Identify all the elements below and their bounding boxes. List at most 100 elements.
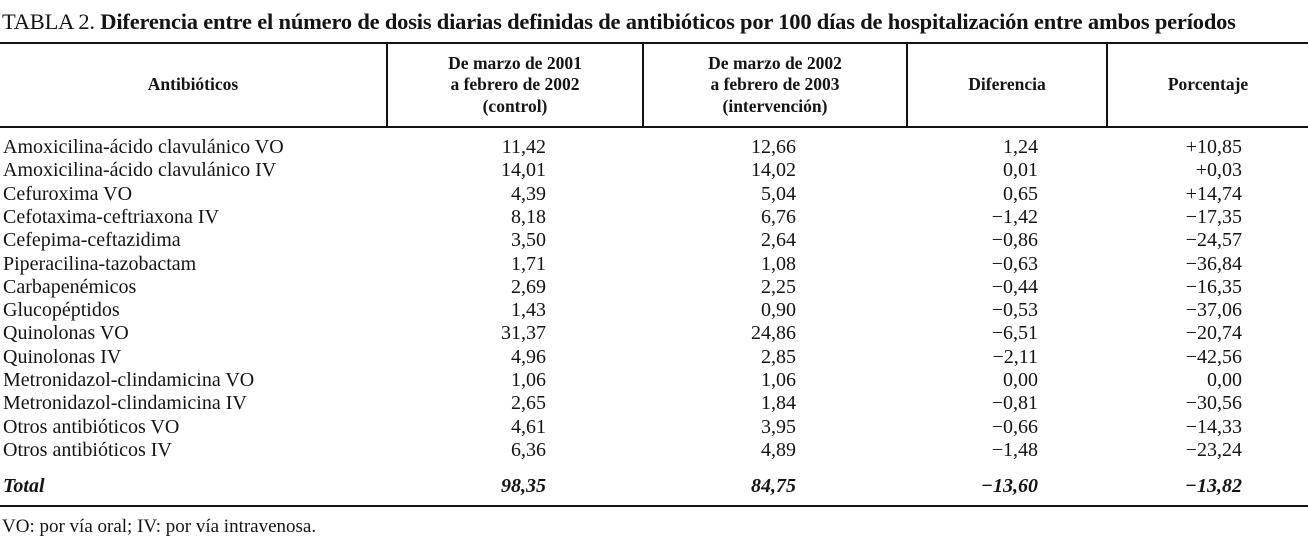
column-header-intervention: De marzo de 2002 a febrero de 2003 (inte… (642, 43, 907, 129)
difference-value-cell: 0,00 (1003, 369, 1038, 391)
table-row: Piperacilina-tazobactam 1,71 1,08 −0,63 … (0, 253, 1308, 276)
percentage-value-cell: −17,35 (1185, 205, 1242, 228)
control-value-cell: 1,06 (511, 369, 546, 391)
difference-value-cell: −2,11 (992, 345, 1038, 368)
antibiotic-name-cell: Metronidazol-clindamicina VO (3, 369, 255, 391)
intervention-value-cell: 4,89 (761, 438, 796, 461)
antibiotic-name-cell: Piperacilina-tazobactam (3, 252, 197, 275)
total-intervention-cell: 84,75 (643, 462, 907, 508)
difference-value-cell: −6,51 (991, 322, 1038, 345)
antibiotic-name-cell: Amoxicilina-ácido clavulánico IV (3, 159, 277, 182)
column-header-difference: Diferencia (906, 43, 1107, 129)
control-value-cell: 1,43 (511, 299, 546, 322)
difference-value-cell: −1,42 (991, 205, 1038, 228)
intervention-value-cell: 1,84 (761, 392, 796, 415)
intervention-value-cell: 2,25 (761, 275, 796, 298)
antibiotic-name-cell: Cefepima-ceftazidima (3, 229, 181, 252)
intervention-value-cell: 24,86 (751, 322, 796, 345)
percentage-value-cell: −16,35 (1185, 275, 1242, 298)
antibiotic-name-cell: Quinolonas VO (3, 322, 129, 345)
intervention-value-cell: 14,02 (751, 159, 796, 182)
control-value-cell: 4,96 (511, 345, 546, 368)
table-row: Amoxicilina-ácido clavulánico IV 14,01 1… (0, 159, 1308, 182)
table-header: Antibióticos De marzo de 2001 a febrero … (0, 43, 1308, 129)
table-row: Otros antibióticos IV 6,36 4,89 −1,48 −2… (0, 439, 1308, 462)
difference-value-cell: −0,63 (991, 252, 1038, 275)
intervention-value-cell: 1,06 (761, 369, 796, 391)
control-value-cell: 2,69 (511, 275, 546, 298)
difference-value-cell: −1,48 (991, 438, 1038, 461)
column-header-percentage: Porcentaje (1106, 43, 1308, 129)
difference-value-cell: 0,65 (1003, 182, 1038, 205)
total-difference-cell: −13,60 (907, 462, 1107, 508)
percentage-value-cell: −24,57 (1185, 229, 1242, 252)
table-row: Carbapenémicos 2,69 2,25 −0,44 −16,35 (0, 276, 1308, 299)
control-value-cell: 4,61 (511, 415, 546, 438)
table-row: Cefuroxima VO 4,39 5,04 0,65 +14,74 (0, 183, 1308, 206)
table-caption-label: TABLA 2. (2, 9, 95, 34)
table-row: Glucopéptidos 1,43 0,90 −0,53 −37,06 (0, 299, 1308, 322)
antibiotic-name-cell: Cefotaxima-ceftriaxona IV (3, 205, 220, 228)
column-header-antibiotics: Antibióticos (0, 43, 387, 129)
table-row: Cefotaxima-ceftriaxona IV 8,18 6,76 −1,4… (0, 206, 1308, 229)
header-row: Antibióticos De marzo de 2001 a febrero … (0, 43, 1308, 129)
intervention-value-cell: 1,08 (761, 252, 796, 275)
percentage-value-cell: −37,06 (1185, 299, 1242, 322)
control-value-cell: 11,42 (501, 136, 546, 159)
antibiotics-table: Antibióticos De marzo de 2001 a febrero … (0, 42, 1308, 508)
antibiotic-name-cell: Otros antibióticos VO (3, 415, 180, 438)
percentage-value-cell: −42,56 (1185, 345, 1242, 368)
control-value-cell: 1,71 (511, 252, 546, 275)
difference-value-cell: −0,44 (991, 275, 1038, 298)
intervention-value-cell: 12,66 (751, 136, 796, 159)
total-row: Total 98,35 84,75 −13,60 −13,82 (0, 462, 1308, 508)
total-control-cell: 98,35 (387, 462, 643, 508)
antibiotic-name-cell: Metronidazol-clindamicina IV (3, 392, 247, 415)
table-row: Quinolonas VO 31,37 24,86 −6,51 −20,74 (0, 322, 1308, 345)
table-body: Amoxicilina-ácido clavulánico VO 11,42 1… (0, 127, 1308, 508)
abbreviations-footnote: VO: por vía oral; IV: por vía intravenos… (2, 516, 317, 537)
difference-value-cell: 1,24 (1003, 136, 1038, 159)
table-row: Amoxicilina-ácido clavulánico VO 11,42 1… (0, 127, 1308, 159)
antibiotic-name-cell: Cefuroxima VO (3, 182, 133, 205)
percentage-value-cell: −20,74 (1185, 322, 1242, 345)
table-caption-text: Diferencia entre el número de dosis diar… (100, 9, 1236, 34)
column-header-control: De marzo de 2001 a febrero de 2002 (cont… (386, 43, 643, 129)
table-row: Metronidazol-clindamicina IV 2,65 1,84 −… (0, 392, 1308, 415)
table-caption: TABLA 2. Diferencia entre el número de d… (0, 0, 1308, 35)
antibiotic-name-cell: Carbapenémicos (3, 275, 137, 298)
control-value-cell: 4,39 (511, 182, 546, 205)
control-value-cell: 8,18 (511, 205, 546, 228)
difference-value-cell: 0,01 (1003, 159, 1038, 182)
difference-value-cell: −0,66 (991, 415, 1038, 438)
percentage-value-cell: −14,33 (1185, 415, 1242, 438)
intervention-value-cell: 5,04 (761, 182, 796, 205)
antibiotic-name-cell: Otros antibióticos IV (3, 438, 172, 461)
control-value-cell: 6,36 (511, 438, 546, 461)
control-value-cell: 2,65 (511, 392, 546, 415)
percentage-value-cell: −36,84 (1185, 252, 1242, 275)
antibiotic-name-cell: Amoxicilina-ácido clavulánico VO (3, 136, 284, 159)
intervention-value-cell: 6,76 (761, 205, 796, 228)
table-row: Cefepima-ceftazidima 3,50 2,64 −0,86 −24… (0, 229, 1308, 252)
percentage-value-cell: +10,85 (1185, 136, 1242, 159)
control-value-cell: 31,37 (501, 322, 546, 345)
difference-value-cell: −0,81 (991, 392, 1038, 415)
percentage-value-cell: 0,00 (1207, 369, 1242, 391)
control-value-cell: 3,50 (511, 229, 546, 252)
antibiotic-name-cell: Quinolonas IV (3, 345, 122, 368)
total-label-cell: Total (0, 462, 387, 508)
intervention-value-cell: 2,64 (761, 229, 796, 252)
intervention-value-cell: 0,90 (761, 299, 796, 322)
intervention-value-cell: 3,95 (761, 415, 796, 438)
antibiotic-name-cell: Glucopéptidos (3, 299, 120, 322)
difference-value-cell: −0,53 (991, 299, 1038, 322)
percentage-value-cell: +14,74 (1185, 182, 1242, 205)
percentage-value-cell: +0,03 (1195, 159, 1242, 182)
percentage-value-cell: −23,24 (1185, 438, 1242, 461)
control-value-cell: 14,01 (501, 159, 546, 182)
total-percentage-cell: −13,82 (1107, 462, 1308, 508)
table-row: Otros antibióticos VO 4,61 3,95 −0,66 −1… (0, 416, 1308, 439)
difference-value-cell: −0,86 (991, 229, 1038, 252)
